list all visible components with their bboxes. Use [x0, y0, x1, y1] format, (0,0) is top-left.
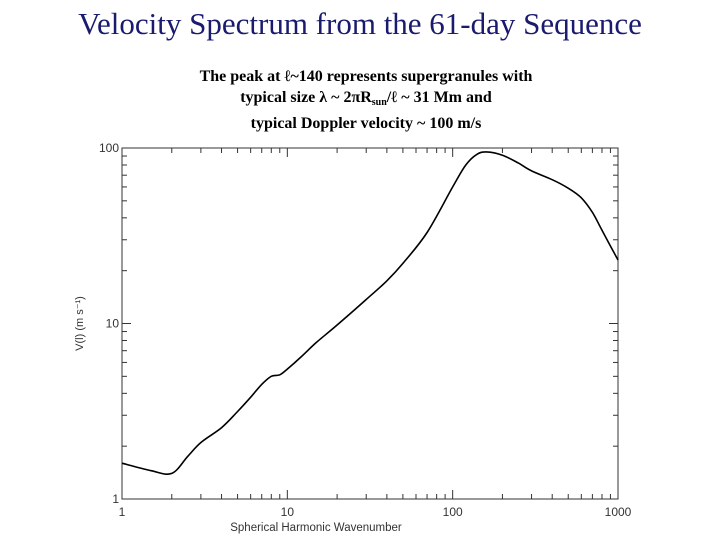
x-tick-label: 10	[281, 505, 295, 519]
y-tick-label: 100	[99, 141, 119, 155]
caption-line-1: The peak at ℓ~140 represents supergranul…	[199, 68, 533, 85]
x-tick-label: 1000	[605, 505, 632, 519]
velocity-spectrum-chart: 1 10 100 1000 1 10 100 Spherical Harmonic Waven…	[74, 141, 632, 534]
slide-title: Velocity Spectrum from the 61-day Sequen…	[78, 6, 642, 41]
x-tick-label: 100	[443, 505, 463, 519]
series-line-velocity-spectrum	[121, 151, 619, 475]
x-tick-label: 1	[119, 505, 126, 519]
y-tick-label: 1	[112, 492, 119, 506]
plot-panel: 1 10 100 1000 1 10 100 Spherical Harmonic Waven…	[66, 138, 649, 538]
x-axis-label: Spherical Harmonic Wavenumber	[230, 522, 402, 534]
caption-line-2: typical size λ ~ 2πRsun/ℓ ~ 31 Mm and	[0, 87, 720, 113]
y-axis-label: V(l) (m s⁻¹)	[74, 296, 86, 351]
caption-line-3: typical Doppler velocity ~ 100 m/s	[250, 115, 482, 132]
slide-caption: The peak at ℓ~140 represents supergranul…	[0, 66, 720, 134]
caption-line-2-end: /ℓ ~ 31 Mm and	[386, 89, 492, 106]
caption-subscript-sun: sun	[371, 97, 387, 108]
y-tick-label: 10	[106, 317, 120, 331]
caption-line-2-start: typical size λ ~ 2πR	[240, 89, 372, 106]
